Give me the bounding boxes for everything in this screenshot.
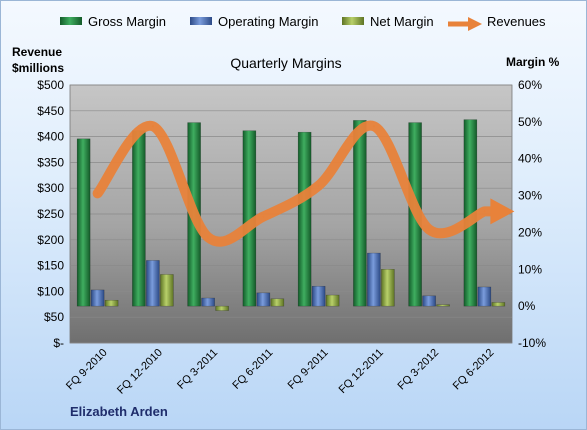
- net-margin-bar: [381, 269, 395, 307]
- left-tick-label: $-: [53, 336, 64, 350]
- operating-margin-bar: [201, 297, 215, 307]
- right-tick-label: 60%: [518, 78, 542, 92]
- left-tick-label: $50: [44, 310, 64, 324]
- revenue-point: [207, 236, 210, 239]
- operating-margin-bar: [311, 285, 326, 307]
- operating-margin-bar: [146, 260, 160, 307]
- operating-margin-bar: [422, 295, 436, 307]
- chart-title: Quarterly Margins: [230, 55, 341, 71]
- revenue-line: [92, 120, 515, 247]
- operating-margin-bar: [477, 286, 492, 307]
- gross-margin-bar: [76, 138, 91, 307]
- left-tick-label: $100: [37, 284, 64, 298]
- gross-margin-bar: [297, 131, 312, 307]
- revenue-point: [372, 125, 375, 128]
- x-axis-ticks: FQ 9-2010 FQ 12-2010 FQ 3-2011 FQ 6-2011 FQ …: [64, 347, 496, 397]
- legend-swatch-operating-margin: [190, 17, 212, 25]
- x-tick-label: FQ 9-2010: [64, 347, 110, 393]
- right-tick-label: 0%: [518, 299, 536, 313]
- legend-swatch-gross-margin: [60, 17, 82, 25]
- bar-marks: [76, 119, 506, 311]
- legend-label-gross-margin: Gross Margin: [88, 14, 166, 29]
- left-tick-label: $200: [37, 233, 64, 247]
- left-tick-label: $500: [37, 78, 64, 92]
- legend: Gross Margin Operating Margin Net Margin…: [60, 14, 546, 31]
- net-margin-bar: [491, 302, 506, 307]
- left-tick-label: $400: [37, 130, 64, 144]
- right-tick-label: 20%: [518, 225, 542, 239]
- net-margin-bar: [325, 294, 340, 307]
- gross-margin-bar: [353, 120, 367, 307]
- operating-margin-bar: [367, 252, 381, 307]
- right-tick-label: 50%: [518, 115, 542, 129]
- right-tick-label: 30%: [518, 189, 542, 203]
- left-tick-label: $350: [37, 155, 64, 169]
- right-tick-label: 40%: [518, 152, 542, 166]
- net-margin-bar: [270, 298, 285, 307]
- x-tick-label: FQ 12-2011: [337, 347, 386, 396]
- revenue-point: [483, 210, 486, 213]
- left-axis-ticks: $- $50 $100 $150 $200 $250 $300 $350 $400 $450 $50…: [37, 78, 64, 350]
- gross-margin-bar: [132, 130, 146, 307]
- left-tick-label: $300: [37, 181, 64, 195]
- right-axis-ticks: -10% 0% 10% 20% 30% 40% 50% 60%: [518, 78, 546, 350]
- left-tick-label: $250: [37, 207, 64, 221]
- net-margin-bar: [104, 299, 119, 307]
- revenue-series-line: [92, 120, 498, 247]
- legend-label-net-margin: Net Margin: [370, 14, 434, 29]
- revenue-point: [262, 215, 265, 218]
- left-tick-label: $450: [37, 104, 64, 118]
- x-tick-label: FQ 9-2011: [286, 347, 331, 392]
- revenue-point: [317, 184, 320, 187]
- right-tick-label: 10%: [518, 262, 542, 276]
- left-tick-label: $150: [37, 259, 64, 273]
- company-caption: Elizabeth Arden: [70, 404, 168, 419]
- revenue-point: [96, 192, 99, 195]
- right-tick-label: -10%: [518, 336, 546, 350]
- net-margin-bar: [215, 305, 229, 311]
- x-tick-label: FQ 3-2012: [396, 347, 442, 393]
- net-margin-bar: [160, 274, 174, 307]
- revenue-point: [428, 228, 431, 231]
- legend-label-revenues: Revenues: [487, 14, 546, 29]
- x-tick-label: FQ 6-2011: [230, 347, 275, 392]
- revenue-point: [151, 125, 154, 128]
- legend-swatch-net-margin: [342, 17, 364, 25]
- left-axis-title-line2: $millions: [12, 61, 64, 75]
- left-axis-title-line1: Revenue: [12, 45, 62, 59]
- operating-margin-bar: [90, 289, 105, 307]
- x-tick-label: FQ 12-2010: [115, 347, 165, 397]
- legend-label-operating-margin: Operating Margin: [218, 14, 318, 29]
- operating-margin-bar: [256, 292, 271, 307]
- revenue-arrowhead: [490, 198, 515, 225]
- x-tick-label: FQ 3-2011: [175, 347, 220, 392]
- right-axis-title: Margin %: [506, 55, 560, 69]
- legend-swatch-revenues: [448, 17, 482, 31]
- x-tick-label: FQ 6-2012: [451, 347, 497, 393]
- net-margin-bar: [436, 304, 450, 307]
